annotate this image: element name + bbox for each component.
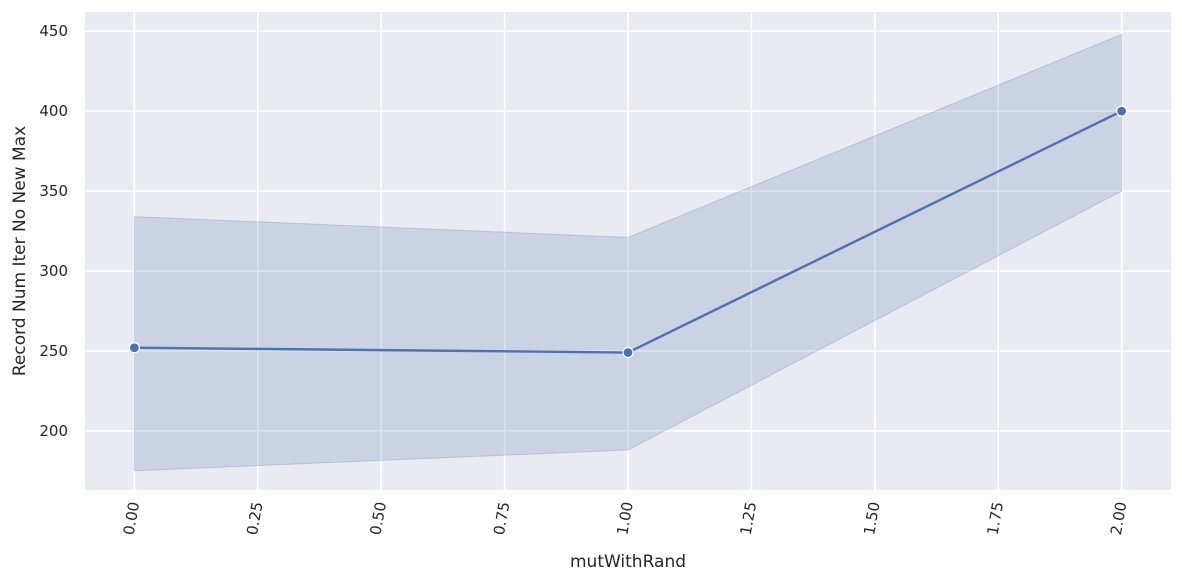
data-point	[1116, 105, 1128, 117]
x-axis-label: mutWithRand	[570, 552, 686, 572]
y-tick-label: 250	[39, 342, 68, 360]
y-tick-label: 300	[39, 262, 68, 280]
x-tick-label: 1.00	[613, 500, 637, 536]
x-tick-label: 0.00	[120, 500, 144, 536]
x-tick-label: 1.75	[984, 500, 1008, 536]
x-tick-label: 0.75	[490, 500, 514, 536]
ci-band	[133, 33, 1123, 472]
y-axis-label: Record Num Iter No New Max	[10, 126, 30, 376]
y-tick-label: 200	[39, 422, 68, 440]
x-tick-label: 1.50	[860, 500, 884, 536]
data-point	[128, 342, 140, 354]
data-points	[128, 105, 1128, 359]
x-tick-label: 1.25	[737, 500, 761, 536]
y-tick-label: 450	[39, 22, 68, 40]
x-tick-label: 0.25	[243, 500, 267, 536]
y-tick-label: 350	[39, 182, 68, 200]
y-tick-labels: 200 250 300 350 400 450	[39, 22, 68, 440]
y-tick-label: 400	[39, 102, 68, 120]
confidence-band	[133, 33, 1123, 472]
x-tick-label: 2.00	[1107, 500, 1131, 536]
data-point	[622, 346, 634, 359]
x-tick-label: 0.50	[367, 500, 391, 536]
x-tick-labels: 0.00 0.25 0.50 0.75 1.00 1.25 1.50 1.75 2.00	[120, 500, 1131, 536]
